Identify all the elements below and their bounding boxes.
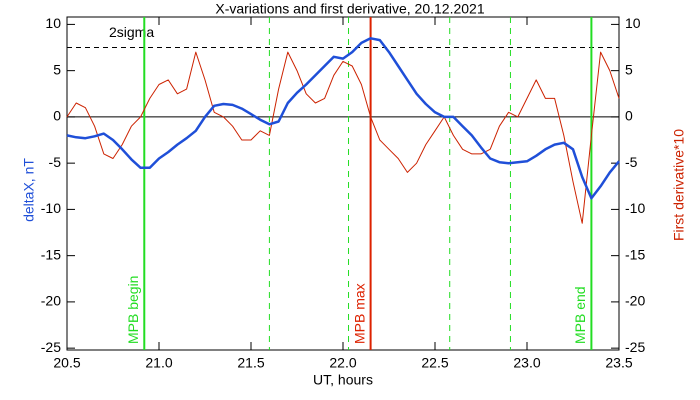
y2-tick-label: 0: [625, 108, 633, 124]
event-label: MPB max: [351, 283, 367, 344]
y2-tick-label: -25: [625, 339, 645, 355]
y-tick-label: 5: [53, 61, 61, 77]
y-tick-label: -20: [41, 293, 61, 309]
y2-tick-label: -5: [625, 154, 638, 170]
y-axis-label: deltaX, nT: [21, 158, 37, 222]
data-line: [66, 51, 620, 224]
y-tick-label: -10: [41, 200, 61, 216]
y2-axis-label: First derivative*10: [671, 129, 687, 241]
x-tick-label: 23.5: [605, 355, 632, 371]
data-line: [66, 37, 620, 200]
plot-frame: [66, 16, 620, 351]
y2-tick-label: -20: [625, 293, 645, 309]
y-tick-label: 10: [45, 15, 61, 31]
x-tick-label: 20.5: [53, 355, 80, 371]
event-label: MPB begin: [125, 276, 141, 344]
y-tick-label: -25: [41, 339, 61, 355]
x-tick-label: 22.0: [329, 355, 356, 371]
x-tick-label: 22.5: [421, 355, 448, 371]
x-tick-label: 21.0: [145, 355, 172, 371]
x-tick-label: 23.0: [513, 355, 540, 371]
x-axis-label: UT, hours: [313, 372, 373, 388]
y-tick-label: -5: [49, 154, 62, 170]
x-tick-label: 21.5: [237, 355, 264, 371]
y-tick-label: 0: [53, 108, 61, 124]
threshold-label: 2sigma: [109, 24, 154, 40]
y2-tick-label: 5: [625, 61, 633, 77]
chart-title: X-variations and first derivative, 20.12…: [215, 1, 484, 17]
y2-tick-label: -15: [625, 246, 645, 262]
event-label: MPB end: [572, 286, 588, 344]
y2-tick-label: -10: [625, 200, 645, 216]
y2-tick-label: 10: [625, 15, 641, 31]
y-tick-label: -15: [41, 246, 61, 262]
